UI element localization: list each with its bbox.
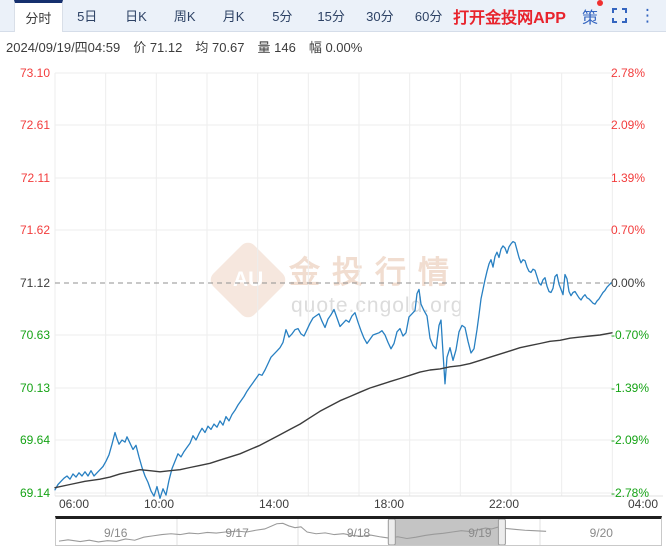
y-axis-left-label: 69.14: [19, 486, 50, 500]
y-axis-left-label: 73.10: [19, 66, 50, 80]
open-app-link[interactable]: 打开金投网APP: [453, 9, 566, 27]
watermark-title: 金投行情: [289, 255, 461, 290]
tab-周K[interactable]: 周K: [173, 9, 196, 24]
quote-field-均: 均 70.67: [195, 40, 245, 55]
y-axis-right-label: -2.78%: [611, 486, 650, 500]
y-axis-right-label: 0.00%: [611, 276, 646, 290]
y-axis-left-label: 70.63: [19, 327, 50, 342]
chart-period-tabbar: 分时 5日 日K 周K 月K 5分 15分 30分 60分 打开金投网APP 策 ⋮: [0, 0, 666, 32]
y-axis-left-label: 72.61: [19, 117, 50, 132]
y-axis-right-label: -2.09%: [611, 432, 650, 447]
y-axis-right-label: 2.09%: [611, 117, 646, 132]
y-axis-right-label: -0.70%: [611, 327, 650, 342]
tab-5日[interactable]: 5日: [77, 9, 98, 24]
x-axis-tick-10:00: 10:00: [143, 497, 175, 511]
tab-30分[interactable]: 30分: [366, 9, 394, 24]
y-axis-right-label: 2.78%: [611, 66, 646, 80]
navigator-day-9/20[interactable]: 9/20: [589, 526, 613, 540]
quote-field-datetime: 2024/09/19/四04:59: [6, 40, 121, 55]
intraday-price-chart[interactable]: [0, 56, 666, 516]
tab-5分[interactable]: 5分: [272, 9, 293, 24]
x-axis-tick-18:00: 18:00: [373, 497, 405, 511]
navigator-selected-range[interactable]: [391, 519, 502, 545]
navigator-day-9/17[interactable]: 9/17: [225, 526, 249, 540]
topbar-right-group: 打开金投网APP 策 ⋮: [453, 0, 666, 31]
navigator-day-9/18[interactable]: 9/18: [346, 526, 371, 540]
x-axis-tick-22:00: 22:00: [488, 497, 520, 511]
quote-field-价: 价 71.12: [133, 40, 183, 55]
y-axis-left-label: 69.64: [19, 432, 50, 447]
average-line: [54, 332, 613, 489]
watermark-url: quote.cngold.org: [291, 294, 464, 317]
y-axis-right-label: -1.39%: [611, 381, 650, 395]
fullscreen-icon[interactable]: [612, 8, 627, 23]
y-axis-left-label: 71.62: [19, 222, 50, 237]
x-axis-tick-04:00: 04:00: [627, 497, 659, 511]
tab-60分[interactable]: 60分: [414, 9, 443, 24]
navigator-sparkline-canvas: [58, 519, 547, 545]
tab-分时[interactable]: 分时: [14, 0, 63, 32]
navigator-left-handle[interactable]: [387, 519, 396, 545]
y-axis-left-label: 72.11: [20, 171, 50, 185]
quote-field-量: 量 146: [257, 40, 296, 55]
y-axis-left-label: 71.12: [19, 276, 50, 290]
notification-dot: [597, 0, 603, 6]
strategy-button-label: 策: [581, 9, 598, 27]
quote-field-幅: 幅 0.00%: [308, 40, 363, 55]
tab-月K[interactable]: 月K: [222, 9, 245, 24]
price-line: [54, 240, 612, 499]
navigator-right-handle[interactable]: [497, 519, 506, 545]
navigator-day-9/19[interactable]: 9/19: [468, 526, 492, 540]
tab-日K[interactable]: 日K: [125, 9, 147, 24]
day-range-navigator[interactable]: [55, 516, 662, 546]
more-menu-icon[interactable]: ⋮: [639, 6, 656, 25]
strategy-button[interactable]: 策: [581, 0, 603, 28]
quote-info-bar: 2024/09/19/四04:59 价 71.12 均 70.67 量 146 幅 0.…: [6, 37, 375, 56]
y-axis-right-label: 1.39%: [611, 171, 646, 185]
x-axis-tick-06:00: 06:00: [58, 497, 90, 511]
y-axis-left-label: 70.13: [19, 381, 50, 395]
tab-15分[interactable]: 15分: [317, 9, 345, 24]
navigator-day-9/16[interactable]: 9/16: [104, 526, 128, 540]
y-axis-right-label: 0.70%: [611, 222, 646, 237]
x-axis-tick-14:00: 14:00: [258, 497, 290, 511]
